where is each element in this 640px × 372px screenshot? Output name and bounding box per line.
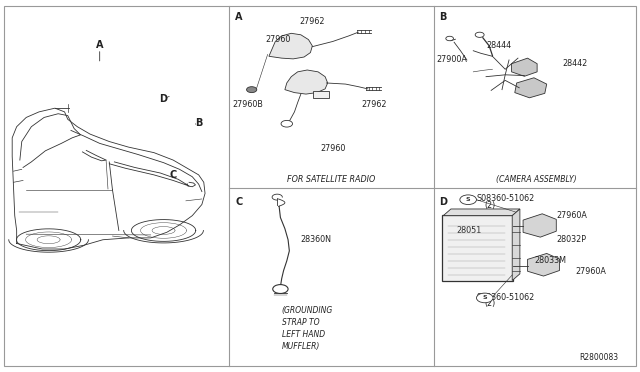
Circle shape bbox=[460, 195, 476, 205]
Text: 27962: 27962 bbox=[300, 17, 325, 26]
Circle shape bbox=[273, 285, 288, 294]
Text: C: C bbox=[170, 170, 177, 180]
Text: S: S bbox=[466, 197, 470, 202]
Text: 28442: 28442 bbox=[563, 59, 588, 68]
Text: (GROUNDING
STRAP TO
LEFT HAND
MUFFLER): (GROUNDING STRAP TO LEFT HAND MUFFLER) bbox=[282, 307, 333, 351]
Text: S08360-51062: S08360-51062 bbox=[476, 293, 534, 302]
Polygon shape bbox=[527, 253, 559, 276]
Text: 27900A: 27900A bbox=[437, 55, 468, 64]
Circle shape bbox=[476, 293, 493, 303]
Text: S08360-51062: S08360-51062 bbox=[476, 195, 534, 203]
Text: 28033M: 28033M bbox=[534, 256, 566, 264]
Polygon shape bbox=[269, 33, 312, 59]
Circle shape bbox=[246, 87, 257, 93]
Text: FOR SATELLITE RADIO: FOR SATELLITE RADIO bbox=[287, 175, 376, 184]
Text: 27960: 27960 bbox=[320, 144, 346, 153]
Text: 28032P: 28032P bbox=[556, 235, 586, 244]
Text: (2): (2) bbox=[484, 201, 495, 210]
Polygon shape bbox=[285, 70, 328, 94]
FancyBboxPatch shape bbox=[442, 215, 513, 281]
Text: (CAMERA ASSEMBLY): (CAMERA ASSEMBLY) bbox=[496, 175, 577, 184]
Polygon shape bbox=[511, 58, 537, 76]
Text: 27962: 27962 bbox=[362, 100, 387, 109]
Polygon shape bbox=[444, 209, 520, 216]
Text: 28360N: 28360N bbox=[301, 235, 332, 244]
Text: D: D bbox=[440, 197, 447, 207]
Text: 27960B: 27960B bbox=[232, 100, 264, 109]
Text: B: B bbox=[195, 118, 202, 128]
Bar bbox=[313, 91, 329, 98]
Text: C: C bbox=[235, 197, 243, 207]
Text: A: A bbox=[96, 40, 104, 50]
Text: A: A bbox=[235, 12, 243, 22]
Circle shape bbox=[475, 32, 484, 37]
Text: B: B bbox=[440, 12, 447, 22]
Text: 28051: 28051 bbox=[456, 226, 481, 235]
Text: 27960A: 27960A bbox=[556, 211, 587, 220]
Text: 27960: 27960 bbox=[266, 35, 291, 44]
Text: 27960A: 27960A bbox=[575, 267, 606, 276]
Circle shape bbox=[281, 121, 292, 127]
Polygon shape bbox=[515, 78, 547, 98]
Circle shape bbox=[446, 36, 454, 41]
Text: 28444: 28444 bbox=[486, 41, 511, 50]
Text: (2): (2) bbox=[484, 299, 495, 308]
Text: R2800083: R2800083 bbox=[580, 353, 619, 362]
Polygon shape bbox=[523, 214, 556, 237]
Polygon shape bbox=[512, 209, 520, 280]
Text: S: S bbox=[483, 295, 487, 301]
Text: D: D bbox=[159, 94, 168, 104]
